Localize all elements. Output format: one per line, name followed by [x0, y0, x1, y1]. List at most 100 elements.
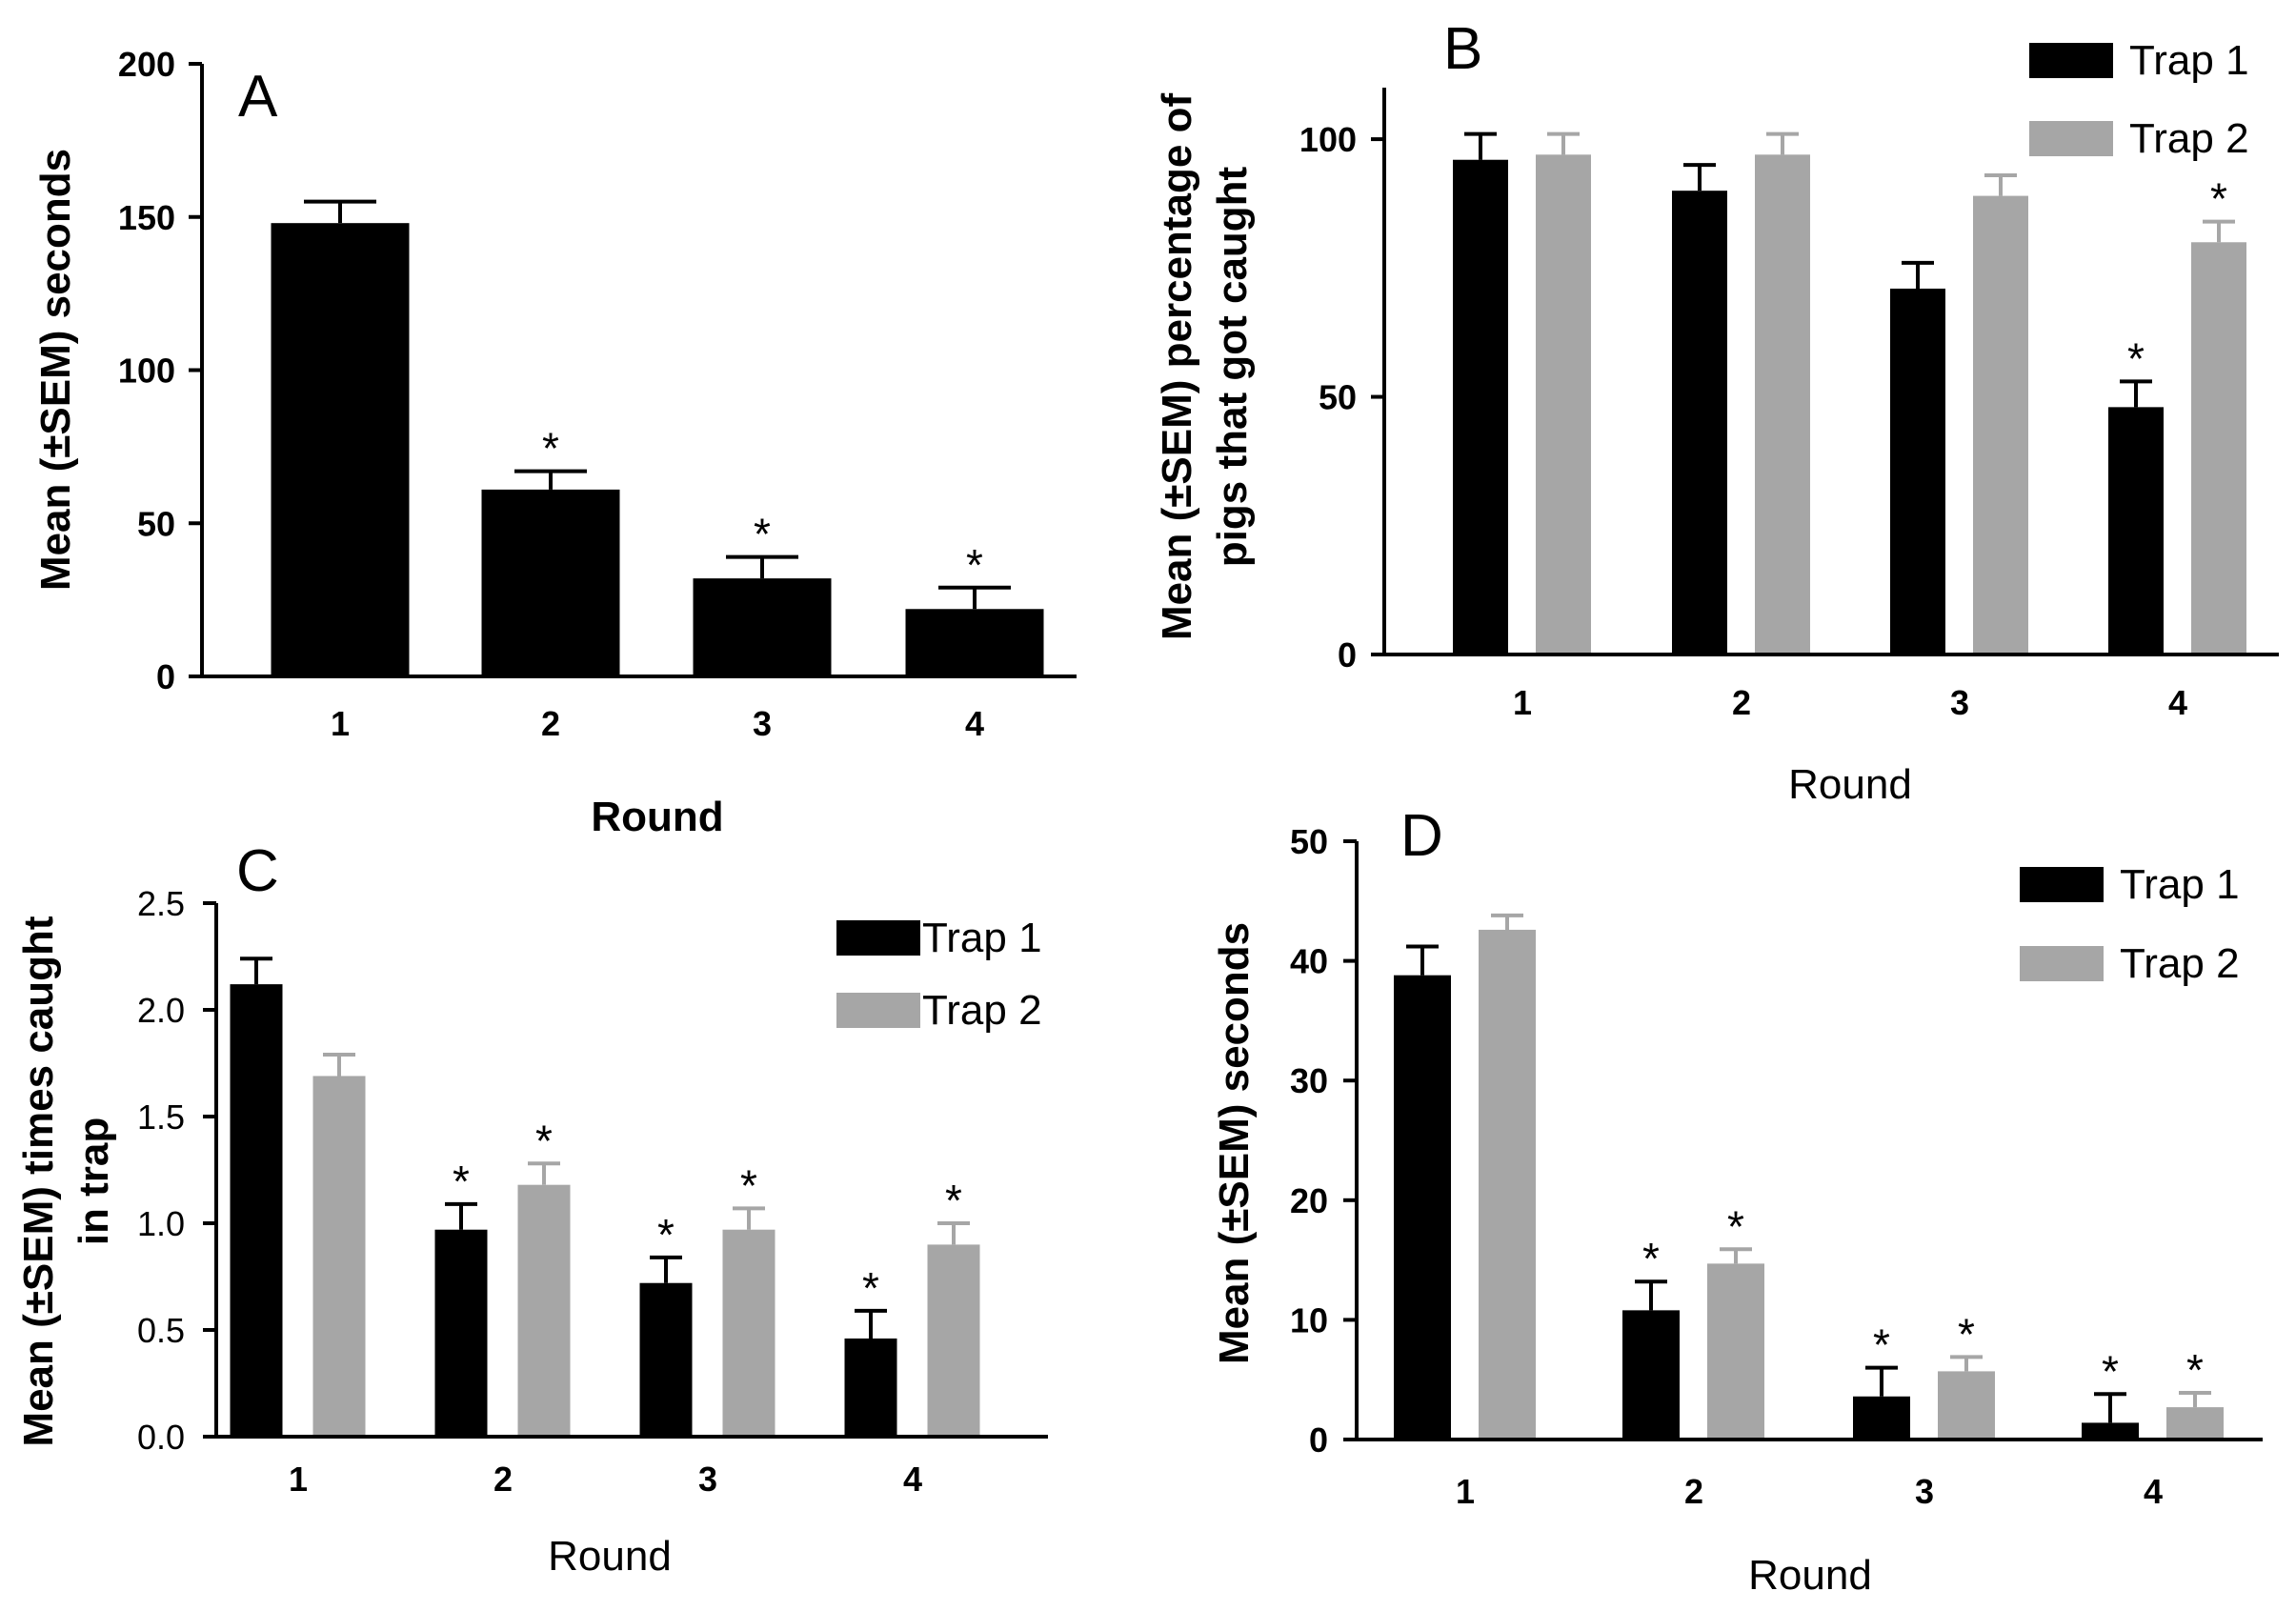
panel-d-significance-marks: * * * * * *	[1642, 1201, 2204, 1396]
panel-d-y-tick-label: 0	[1309, 1420, 1328, 1460]
panel-d-bar-series-1-round-2	[1622, 1310, 1680, 1440]
panel-a-y-tick-label: 200	[118, 45, 175, 84]
panel-c-error-bar-series-1-round-3	[650, 1255, 682, 1283]
panel-d-bar-series-2-round-2	[1707, 1263, 1764, 1440]
panel-c-x-tick-label: 3	[698, 1460, 717, 1499]
panel-b-x-ticks: 1 2 3 4	[1513, 683, 2187, 722]
panel-c-y-axis-label-line2: in trap	[70, 1118, 117, 1245]
panel-c-significance-star: *	[453, 1157, 470, 1206]
panel-c-y-tick-label: 0.0	[137, 1418, 185, 1457]
panel-a-bar-series-1-round-2	[481, 489, 620, 676]
panel-c-significance-star: *	[535, 1116, 553, 1165]
panel-c-significance-star: *	[657, 1210, 675, 1259]
panel-c-significance-star: *	[945, 1176, 962, 1225]
panel-d: D * * * * * * 0 10 20 30 40 50 1 2 3 4 Round Mean (±S…	[1211, 803, 2263, 1599]
panel-d-y-tick-label: 10	[1290, 1300, 1328, 1339]
panel-b-error-bar-series-1-round-2	[1683, 163, 1716, 191]
panel-a-x-tick-label: 4	[965, 704, 984, 743]
panel-b-bar-series-2-round-1	[1536, 154, 1591, 654]
panel-c-error-bar-series-1-round-1	[240, 957, 272, 985]
panel-b-legend-label-trap-1: Trap 1	[2129, 37, 2249, 84]
panel-c-error-bar-series-1-round-4	[855, 1308, 887, 1339]
panel-b-y-axis-label-line1: Mean (±SEM) percentage of	[1154, 93, 1200, 641]
panel-b-bar-series-2-round-2	[1755, 154, 1810, 654]
panel-b-legend-swatch-trap-2	[2029, 121, 2113, 156]
panel-a-significance-star: *	[754, 510, 771, 559]
panel-c-x-axis-label: Round	[548, 1533, 672, 1580]
panel-c-x-tick-label: 2	[493, 1460, 513, 1499]
panel-d-x-tick-label: 4	[2144, 1472, 2163, 1511]
panel-d-x-tick-label: 1	[1456, 1472, 1475, 1511]
panel-d-legend-swatch-trap-2	[2020, 946, 2104, 981]
panel-b-bar-series-1-round-3	[1890, 288, 1945, 654]
panel-c-error-bar-series-1-round-2	[445, 1201, 477, 1230]
panel-b-y-tick-label: 0	[1338, 635, 1357, 675]
panel-d-significance-star: *	[1642, 1234, 1660, 1283]
panel-a-y-tick-label: 0	[156, 657, 175, 696]
panel-a-x-tick-label: 1	[331, 704, 350, 743]
panel-a-x-axis-label: Round	[591, 794, 723, 840]
panel-d-error-bar-series-2-round-1	[1491, 913, 1523, 930]
panel-a-error-bar-series-1-round-4	[938, 585, 1011, 610]
panel-d-x-tick-label: 3	[1915, 1472, 1934, 1511]
panel-a-significance-marks: * * *	[542, 424, 983, 590]
panel-c-bar-series-1-round-1	[230, 984, 283, 1437]
panel-c-legend: Trap 1 Trap 2	[836, 915, 1042, 1034]
panel-a-x-tick-label: 2	[541, 704, 560, 743]
panel-b-error-bar-series-2-round-4	[2203, 219, 2235, 243]
panel-c-y-tick-label: 1.5	[137, 1097, 185, 1137]
panel-d-significance-star: *	[2102, 1346, 2119, 1396]
panel-b-x-tick-label: 1	[1513, 683, 1532, 722]
panel-b-y-axis-label-line2: pigs that got caught	[1209, 166, 1256, 567]
panel-b-error-bar-series-2-round-3	[1984, 172, 2017, 196]
panel-b-legend: Trap 1 Trap 2	[2029, 37, 2249, 162]
panel-c: C * * * * * * 0.0 0.5 1.0 1.5 2.0 2.5 1 2 3 4 Round M…	[15, 838, 1048, 1580]
panel-c-bar-series-1-round-4	[844, 1338, 897, 1437]
panel-a-bar-series-1-round-1	[271, 223, 410, 676]
panel-a-y-axis-label: Mean (±SEM) seconds	[32, 149, 79, 591]
panel-c-bar-series-2-round-2	[517, 1184, 571, 1437]
panel-d-error-bar-series-1-round-3	[1865, 1365, 1898, 1397]
panel-label-a: A	[238, 64, 278, 130]
panel-a-significance-star: *	[542, 424, 559, 473]
panel-b-error-bar-series-2-round-2	[1766, 131, 1799, 155]
panel-d-x-axis-label: Round	[1748, 1552, 1872, 1599]
panel-c-legend-swatch-trap-2	[836, 993, 920, 1028]
panel-c-bar-series-1-round-3	[639, 1282, 693, 1437]
panel-b-x-axis-label: Round	[1788, 761, 1912, 808]
panel-c-error-bar-series-2-round-2	[528, 1161, 560, 1185]
panel-b-significance-marks: **	[2127, 174, 2227, 384]
panel-a-y-tick-label: 150	[118, 198, 175, 237]
panel-b-x-tick-label: 3	[1950, 683, 1969, 722]
panel-c-y-tick-label: 1.0	[137, 1204, 185, 1243]
panel-b-bar-series-1-round-4	[2108, 407, 2164, 654]
panel-c-significance-star: *	[740, 1160, 757, 1210]
panel-d-significance-star: *	[2186, 1345, 2204, 1395]
panel-b-y-tick-label: 100	[1299, 120, 1357, 159]
panel-c-y-tick-label: 0.5	[137, 1311, 185, 1350]
panel-a-error-bar-series-1-round-3	[726, 554, 798, 579]
panel-b-error-bar-series-1-round-4	[2120, 379, 2152, 408]
panel-d-significance-star: *	[1727, 1201, 1744, 1251]
panel-b-bar-series-1-round-1	[1453, 159, 1508, 654]
panel-c-error-bar-series-2-round-1	[323, 1053, 355, 1077]
panel-label-b: B	[1443, 16, 1482, 82]
panel-a-error-bars	[304, 199, 1011, 610]
panel-label-c: C	[236, 838, 279, 904]
panel-d-y-tick-label: 50	[1290, 822, 1328, 861]
panel-b-bar-series-1-round-2	[1672, 191, 1727, 654]
panel-a-error-bar-series-1-round-2	[514, 469, 587, 490]
panel-b-legend-label-trap-2: Trap 2	[2129, 115, 2249, 162]
panel-b-bar-series-2-round-4	[2191, 242, 2246, 655]
panel-b-error-bars	[1464, 131, 2235, 408]
panel-d-bar-series-2-round-1	[1479, 929, 1536, 1440]
panel-b-significance-star: *	[2210, 174, 2227, 224]
panel-c-error-bars	[240, 957, 970, 1339]
panel-d-bars	[1394, 929, 2224, 1440]
panel-b-significance-star: *	[2127, 333, 2145, 383]
panel-d-error-bar-series-2-round-3	[1950, 1355, 1983, 1372]
panel-c-y-tick-label: 2.5	[137, 884, 185, 923]
panel-d-error-bar-series-1-round-4	[2094, 1392, 2126, 1423]
